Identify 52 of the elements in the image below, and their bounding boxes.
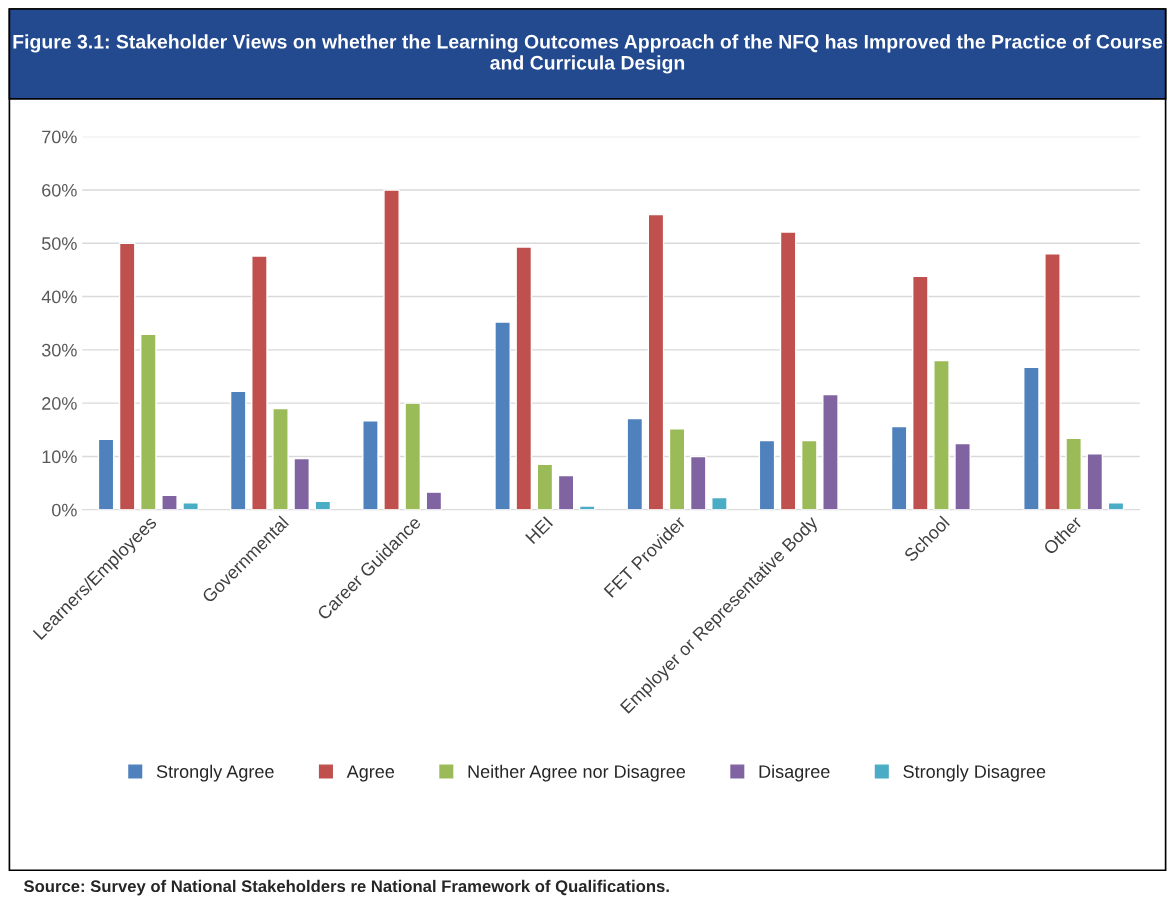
bar — [251, 255, 268, 510]
bar — [711, 496, 728, 510]
bar — [1065, 437, 1082, 510]
y-tick-label: 30% — [41, 343, 77, 357]
bar — [1107, 502, 1125, 510]
legend-label: Agree — [346, 765, 395, 782]
y-tick-label: 40% — [41, 290, 77, 304]
bar — [933, 359, 950, 510]
bar — [779, 231, 797, 510]
legend-label: Disagree — [759, 764, 830, 782]
x-tick-label: HEI — [525, 516, 553, 545]
bar — [890, 425, 908, 510]
bar — [536, 463, 554, 510]
bar — [229, 390, 247, 510]
bar — [1044, 253, 1061, 510]
y-tick-label: 10% — [42, 450, 77, 464]
bar — [383, 189, 400, 510]
chart-title: Figure 3.1: Stakeholder Views on whether the Learning Outcomes Approach of the NFQ has Improved the Practice of Course and Curricula Design — [13, 34, 1163, 74]
bar — [557, 474, 575, 510]
bar — [161, 494, 178, 510]
bar — [362, 420, 379, 510]
y-tick-label: 50% — [41, 237, 77, 250]
y-tick-label: 0% — [52, 503, 77, 517]
bar — [689, 455, 707, 510]
bar — [515, 246, 533, 510]
bar — [800, 439, 818, 510]
bar — [404, 402, 422, 510]
bar — [626, 417, 644, 510]
bar — [1023, 366, 1040, 510]
bar — [912, 275, 929, 510]
bar — [272, 407, 289, 510]
legend-label: Strongly Agree — [156, 764, 274, 782]
bar — [758, 439, 776, 510]
legend-label: Strongly Disagree — [903, 764, 1046, 782]
y-tick-label: 60% — [42, 183, 77, 197]
bar — [494, 321, 511, 510]
bar — [140, 333, 157, 510]
bar — [954, 442, 971, 510]
bar — [97, 438, 115, 510]
y-tick-label: 70% — [42, 130, 77, 144]
bar — [182, 502, 199, 510]
source-note: Source: Survey of National Stakeholders re National Framework of Qualifications. — [23, 879, 669, 896]
bar — [668, 428, 686, 510]
bar — [647, 213, 665, 510]
legend-label: Neither Agree nor Disagree — [468, 764, 686, 782]
bar — [822, 393, 839, 510]
bar — [425, 491, 443, 510]
bar — [118, 242, 136, 510]
bar — [1086, 453, 1104, 510]
bar — [578, 505, 596, 510]
bar — [293, 457, 310, 510]
y-tick-label: 20% — [42, 397, 77, 410]
